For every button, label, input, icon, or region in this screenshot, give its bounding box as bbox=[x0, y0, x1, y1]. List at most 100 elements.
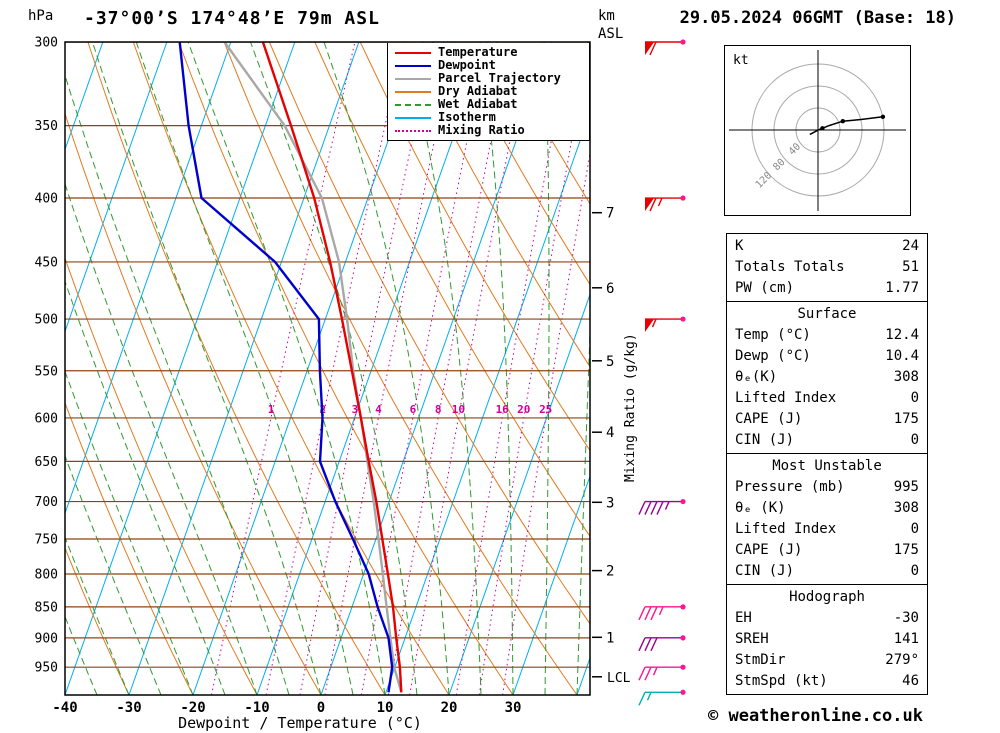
stat-row: CIN (J) 0 bbox=[727, 561, 927, 582]
wind-barb-half-feather bbox=[652, 666, 658, 676]
stat-value: 308 bbox=[893, 500, 919, 516]
legend-item: Wet Adiabat bbox=[395, 98, 589, 111]
plot-background bbox=[0, 42, 590, 695]
km-tick-label: 6 bbox=[606, 281, 614, 297]
isotherm-line bbox=[128, 42, 360, 695]
legend-line-sample bbox=[395, 129, 431, 132]
mixing-ratio-label: 10 bbox=[452, 403, 465, 416]
wind-barb-feather bbox=[649, 197, 657, 212]
wind-barb-feather bbox=[644, 606, 652, 621]
km-tick-label: 3 bbox=[606, 495, 614, 511]
wind-barb-half-feather bbox=[651, 318, 657, 328]
pressure-tick-label: 900 bbox=[35, 631, 58, 646]
legend-line-sample bbox=[395, 116, 431, 119]
altitude-axis-unit-asl: ASL bbox=[598, 26, 623, 42]
stat-label: K bbox=[735, 238, 744, 254]
wind-barb-feather bbox=[638, 606, 646, 621]
chart-legend: Temperature Dewpoint Parcel Trajectory Dry … bbox=[387, 43, 590, 141]
stat-value: 279° bbox=[885, 652, 919, 668]
temp-tick-label: -30 bbox=[116, 700, 141, 716]
pressure-tick-label: 700 bbox=[35, 495, 58, 510]
stat-row: CAPE (J) 175 bbox=[727, 409, 927, 430]
wind-barb-half-feather bbox=[658, 606, 664, 616]
stat-label: Pressure (mb) bbox=[735, 479, 845, 495]
km-tick-label: 2 bbox=[606, 564, 614, 580]
stat-label: CIN (J) bbox=[735, 563, 795, 579]
stat-row: Pressure (mb) 995 bbox=[727, 477, 927, 498]
pressure-tick-label: 850 bbox=[35, 600, 58, 615]
wind-barb-half-feather bbox=[664, 501, 670, 510]
wind-barb bbox=[638, 664, 686, 681]
stat-label: Lifted Index bbox=[735, 390, 837, 406]
legend-line-sample bbox=[395, 77, 431, 80]
mixing-ratio-axis-title: Mixing Ratio (g/kg) bbox=[623, 333, 638, 482]
legend-item: Parcel Trajectory bbox=[395, 72, 589, 85]
pressure-tick-label: 800 bbox=[35, 568, 58, 583]
stat-label: PW (cm) bbox=[735, 280, 795, 296]
temp-tick-label: 30 bbox=[505, 700, 522, 716]
hodograph-trace-dot bbox=[820, 126, 825, 131]
pressure-tick-label: 400 bbox=[35, 192, 58, 207]
hodograph-ring-label: 120 bbox=[754, 170, 775, 191]
wet-adiabat-line bbox=[65, 615, 98, 695]
legend-line-sample bbox=[395, 103, 431, 106]
isotherm-line bbox=[0, 42, 39, 695]
wind-barb bbox=[638, 689, 686, 706]
temp-tick-label: 10 bbox=[377, 700, 394, 716]
legend-label: Dry Adiabat bbox=[438, 84, 518, 98]
stat-row: Temp (°C) 12.4 bbox=[727, 325, 927, 346]
pressure-tick-label: 600 bbox=[35, 411, 58, 426]
date-title: 29.05.2024 06GMT (Base: 18) bbox=[679, 8, 956, 28]
stats-section: Surface Temp (°C) 12.4 Dewp (°C) 10.4 θₑ(K) 30… bbox=[727, 301, 927, 453]
pressure-tick-label: 950 bbox=[35, 661, 58, 676]
wind-barb bbox=[645, 39, 686, 56]
stat-value: 12.4 bbox=[885, 327, 919, 343]
legend-line-sample bbox=[395, 64, 431, 67]
stats-section: Most Unstable Pressure (mb) 995 θₑ (K) 308 Li… bbox=[727, 453, 927, 584]
wind-barb-dot bbox=[680, 664, 686, 670]
stat-label: EH bbox=[735, 610, 752, 626]
wind-barb-feather bbox=[644, 666, 652, 681]
isotherm-line bbox=[384, 111, 590, 695]
isotherm-line bbox=[320, 42, 552, 695]
stat-row: CIN (J) 0 bbox=[727, 430, 927, 451]
stat-value: 995 bbox=[893, 479, 919, 495]
legend-line-sample bbox=[395, 51, 431, 54]
stat-label: StmSpd (kt) bbox=[735, 673, 828, 689]
stat-label: CIN (J) bbox=[735, 432, 795, 448]
km-tick-label: 5 bbox=[606, 354, 614, 370]
wet-adiabat-line bbox=[65, 454, 162, 695]
pressure-tick-label: 450 bbox=[35, 255, 58, 270]
hodograph-unit-label: kt bbox=[733, 53, 749, 68]
temp-tick-label: -10 bbox=[244, 700, 269, 716]
legend-label: Dewpoint bbox=[438, 58, 496, 72]
stat-row: EH -30 bbox=[727, 608, 927, 629]
altitude-axis-unit-km: km bbox=[598, 8, 615, 24]
stat-value: 24 bbox=[902, 238, 919, 254]
stat-row: Lifted Index 0 bbox=[727, 388, 927, 409]
wind-barb-feather bbox=[644, 501, 652, 515]
stat-label: SREH bbox=[735, 631, 769, 647]
legend-item: Dewpoint bbox=[395, 59, 589, 72]
stat-row: θₑ (K) 308 bbox=[727, 498, 927, 519]
dry-adiabat-line bbox=[65, 112, 322, 695]
stat-row: Dewp (°C) 10.4 bbox=[727, 346, 927, 367]
stat-value: 0 bbox=[910, 390, 919, 406]
wet-adiabat-line bbox=[187, 42, 386, 695]
wind-barb bbox=[638, 635, 686, 652]
stat-value: 0 bbox=[910, 521, 919, 537]
plot-border bbox=[64, 41, 591, 696]
stat-label: Temp (°C) bbox=[735, 327, 811, 343]
wind-barb-feather bbox=[650, 501, 658, 515]
wind-barb-feather bbox=[649, 41, 657, 56]
parcel-trajectory-curve bbox=[223, 42, 403, 693]
dry-adiabat-line bbox=[65, 401, 194, 695]
hodograph-trace bbox=[809, 116, 883, 136]
dewpoint-curve bbox=[178, 42, 394, 693]
stat-row: Totals Totals 51 bbox=[727, 257, 927, 278]
isotherm-line bbox=[448, 292, 590, 695]
mixing-ratio-label: 3 bbox=[352, 403, 359, 416]
stats-section-title: Surface bbox=[797, 306, 857, 322]
